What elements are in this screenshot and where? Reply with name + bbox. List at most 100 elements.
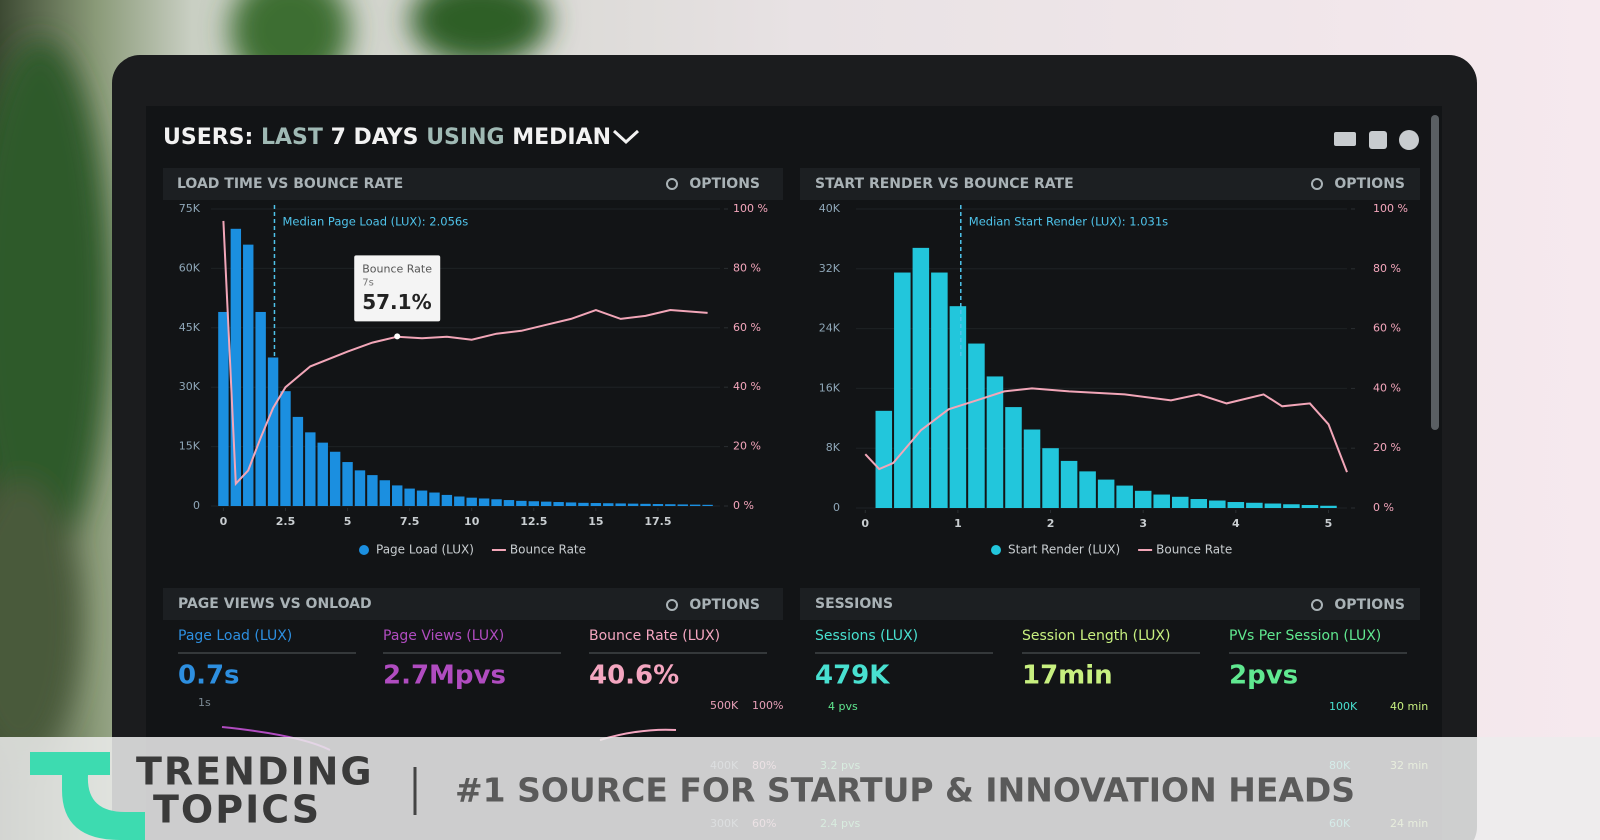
histogram-bar bbox=[516, 500, 527, 506]
panel-title: PAGE VIEWS VS ONLOAD bbox=[178, 596, 372, 612]
histogram-bar bbox=[578, 502, 589, 506]
mini-axis-label: 100K bbox=[1329, 700, 1358, 713]
histogram-bar bbox=[503, 500, 515, 506]
scrollbar[interactable] bbox=[1431, 115, 1439, 430]
y2-tick-label: 100 % bbox=[733, 202, 768, 215]
mini-axis-label: 500K bbox=[710, 699, 739, 712]
options-button[interactable]: OPTIONS bbox=[689, 176, 760, 192]
bounce-rate-line bbox=[864, 387, 1348, 473]
x-tick-label: 0 bbox=[220, 515, 228, 528]
x-tick-label: 15 bbox=[588, 515, 603, 528]
x-tick-label: 5 bbox=[1325, 517, 1333, 530]
plant-blur bbox=[0, 0, 550, 760]
share-icon[interactable] bbox=[1369, 131, 1387, 149]
bounce-rate-line bbox=[222, 220, 708, 487]
histogram-bar bbox=[329, 451, 341, 506]
legend-label: Page Load (LUX) bbox=[376, 543, 474, 557]
histogram-bar bbox=[590, 503, 602, 506]
toolbar-icons bbox=[1334, 130, 1419, 150]
histogram-bar bbox=[931, 272, 948, 508]
y2-tick-label: 20 % bbox=[1373, 441, 1401, 454]
histogram-bar bbox=[1060, 460, 1078, 508]
panel-title: START RENDER VS BOUNCE RATE bbox=[815, 176, 1074, 192]
monitor-icon[interactable] bbox=[1334, 132, 1356, 146]
tooltip-box bbox=[354, 255, 441, 322]
tooltip-value: 57.1% bbox=[362, 290, 431, 314]
metric-label: PVs Per Session (LUX) bbox=[1229, 628, 1381, 644]
metric-value: 17min bbox=[1022, 661, 1113, 691]
brand-line1: TRENDING bbox=[136, 750, 374, 794]
median-annotation: Median Page Load (LUX): 2.056s bbox=[282, 215, 468, 229]
histogram-bar bbox=[317, 442, 328, 506]
y2-tick-label: 0 % bbox=[1373, 501, 1394, 514]
histogram-bar bbox=[354, 470, 366, 506]
y2-tick-label: 20 % bbox=[733, 440, 761, 453]
histogram-bar bbox=[540, 501, 552, 506]
histogram-bar bbox=[441, 494, 453, 506]
tooltip-title: Bounce Rate bbox=[362, 262, 432, 275]
y-tick-label: 60K bbox=[179, 261, 201, 274]
histogram-bar bbox=[1246, 502, 1263, 508]
y2-tick-label: 80 % bbox=[733, 261, 761, 274]
histogram-bar bbox=[1320, 505, 1337, 508]
y-tick-label: 8K bbox=[826, 441, 841, 454]
y-tick-label: 24K bbox=[819, 322, 841, 335]
histogram-bar bbox=[528, 501, 539, 506]
histogram-bar bbox=[243, 244, 254, 506]
histogram-bar bbox=[342, 462, 353, 506]
mini-axis-label: 1s bbox=[198, 696, 211, 709]
options-button[interactable]: OPTIONS bbox=[1334, 597, 1405, 613]
histogram-bar bbox=[1209, 500, 1226, 508]
histogram-bar bbox=[1153, 494, 1170, 508]
histogram-bar bbox=[280, 391, 291, 506]
legend-label: Start Render (LUX) bbox=[1008, 543, 1120, 557]
histogram-bar bbox=[1023, 429, 1041, 508]
median-annotation: Median Start Render (LUX): 1.031s bbox=[969, 215, 1168, 229]
mini-axis-label: 40 min bbox=[1390, 700, 1428, 713]
mini-axis-label: 4 pvs bbox=[828, 700, 858, 713]
histogram-bar bbox=[1264, 503, 1282, 508]
panel-header bbox=[800, 588, 1420, 620]
histogram-bar bbox=[702, 504, 713, 506]
metric-value: 40.6% bbox=[589, 661, 679, 691]
metric-label: Page Views (LUX) bbox=[383, 628, 504, 644]
y-tick-label: 16K bbox=[819, 381, 841, 394]
y2-tick-label: 100 % bbox=[1373, 202, 1408, 215]
x-tick-label: 10 bbox=[464, 515, 480, 528]
x-tick-label: 17.5 bbox=[644, 515, 671, 528]
dropdown-chevron[interactable] bbox=[612, 129, 640, 145]
histogram-bar bbox=[986, 376, 1004, 508]
metric-label: Session Length (LUX) bbox=[1022, 628, 1170, 644]
brand-logo bbox=[30, 752, 145, 840]
mini-axis-label: 100% bbox=[752, 699, 783, 712]
panel-header bbox=[163, 588, 783, 620]
histogram-bar bbox=[292, 416, 304, 506]
options-button[interactable]: OPTIONS bbox=[689, 597, 760, 613]
brand-line2: TOPICS bbox=[153, 788, 321, 832]
histogram-bar bbox=[968, 343, 985, 508]
histogram-bar bbox=[416, 490, 428, 506]
histogram-bar bbox=[1190, 499, 1208, 508]
histogram-bar bbox=[255, 311, 266, 506]
histogram-bar bbox=[1283, 504, 1300, 508]
histogram-bar bbox=[404, 488, 415, 506]
y-tick-label: 0 bbox=[833, 501, 840, 514]
x-tick-label: 3 bbox=[1139, 517, 1147, 530]
legend-label: Bounce Rate bbox=[510, 543, 586, 557]
x-tick-label: 1 bbox=[954, 517, 962, 530]
options-gear bbox=[1311, 599, 1323, 611]
options-button[interactable]: OPTIONS bbox=[1334, 176, 1405, 192]
histogram-bar bbox=[615, 503, 626, 506]
histogram-bar bbox=[267, 357, 279, 506]
histogram-bar bbox=[454, 496, 465, 506]
banner-tagline: #1 SOURCE FOR STARTUP & INNOVATION HEADS bbox=[455, 771, 1355, 810]
metric-label: Bounce Rate (LUX) bbox=[589, 628, 720, 644]
metric-value: 2.7Mpvs bbox=[383, 661, 506, 691]
y2-tick-label: 80 % bbox=[1373, 262, 1401, 275]
histogram-bar bbox=[1097, 479, 1115, 508]
histogram-bar bbox=[677, 504, 688, 506]
panel-title: SESSIONS bbox=[815, 596, 893, 612]
help-icon[interactable] bbox=[1399, 130, 1419, 150]
histogram-bar bbox=[230, 228, 242, 507]
histogram-bar bbox=[1134, 490, 1152, 508]
